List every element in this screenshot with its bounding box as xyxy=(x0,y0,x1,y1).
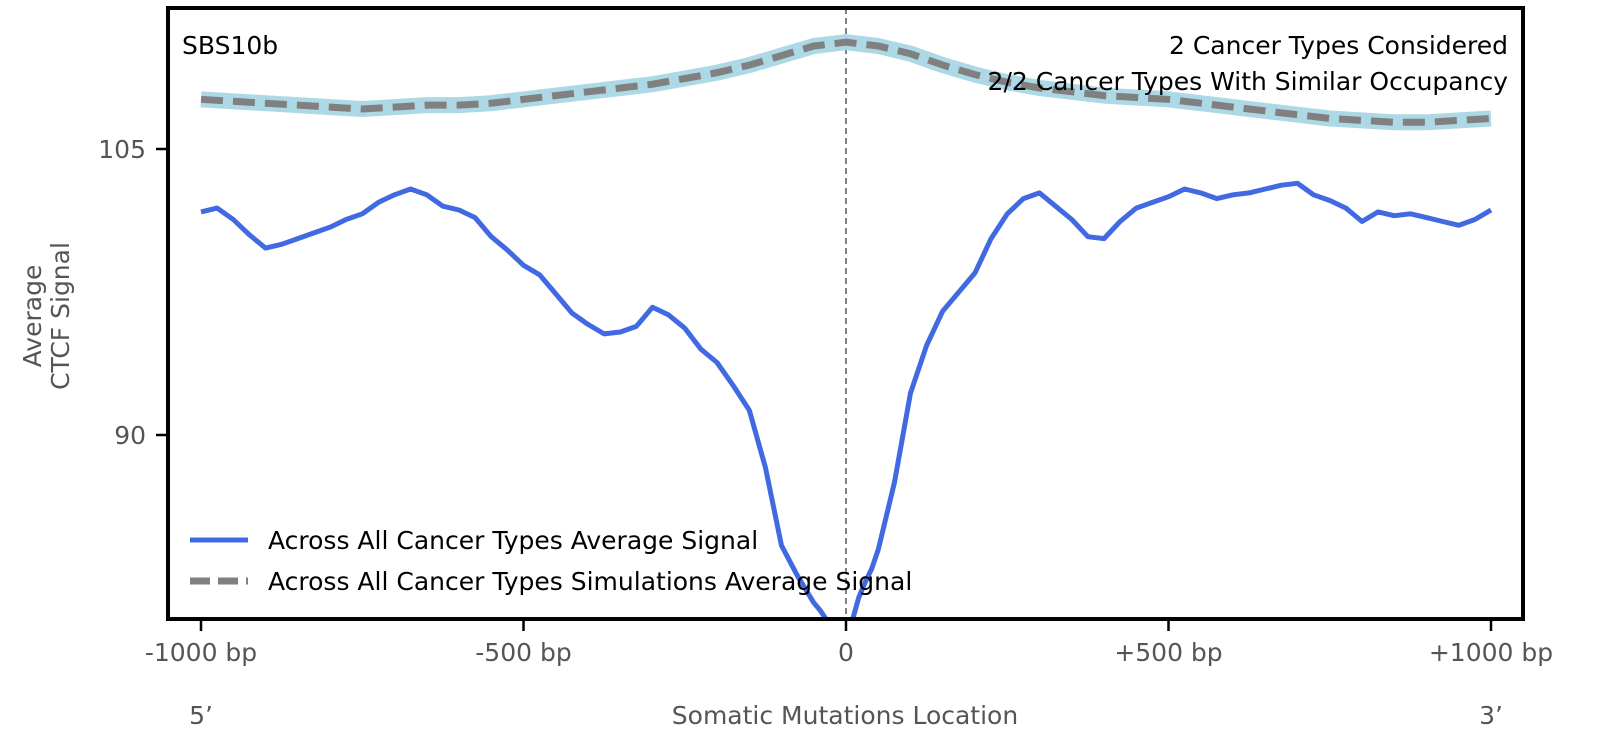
simulation-average-line xyxy=(200,38,1492,126)
axes: -1000 bp -500 bp 0 +500 bp +1000 bp 105 90 xyxy=(98,6,1553,667)
y-tick-label: 105 xyxy=(98,135,146,164)
x-tick-label: 0 xyxy=(838,638,854,667)
plot-area xyxy=(200,8,1493,619)
annotation-similar-occupancy: 2/2 Cancer Types With Similar Occupancy xyxy=(988,67,1509,96)
x-axis-title: Somatic Mutations Location xyxy=(672,701,1018,730)
annotation-cancer-types: 2 Cancer Types Considered xyxy=(1169,31,1508,60)
x-tick-label: -1000 bp xyxy=(145,638,257,667)
legend-label: Across All Cancer Types Simulations Aver… xyxy=(268,567,912,596)
average-signal-line xyxy=(200,180,1493,619)
x-tick-label: +1000 bp xyxy=(1429,638,1553,667)
x-end-label-left: 5’ xyxy=(189,701,213,730)
legend-label: Across All Cancer Types Average Signal xyxy=(268,526,758,555)
x-tick-label: +500 bp xyxy=(1114,638,1222,667)
x-end-label-right: 3’ xyxy=(1479,701,1503,730)
legend: Across All Cancer Types Average Signal Ac… xyxy=(190,526,912,596)
signature-label: SBS10b xyxy=(182,31,278,60)
y-tick-label: 90 xyxy=(114,421,146,450)
text-layer: AverageCTCF Signal Somatic Mutations Loca… xyxy=(18,31,1508,730)
y-axis-title-line: Average xyxy=(18,265,47,368)
x-tick-label: -500 bp xyxy=(475,638,571,667)
y-axis-title-line: CTCF Signal xyxy=(46,242,75,390)
y-axis-title: AverageCTCF Signal xyxy=(18,242,75,390)
